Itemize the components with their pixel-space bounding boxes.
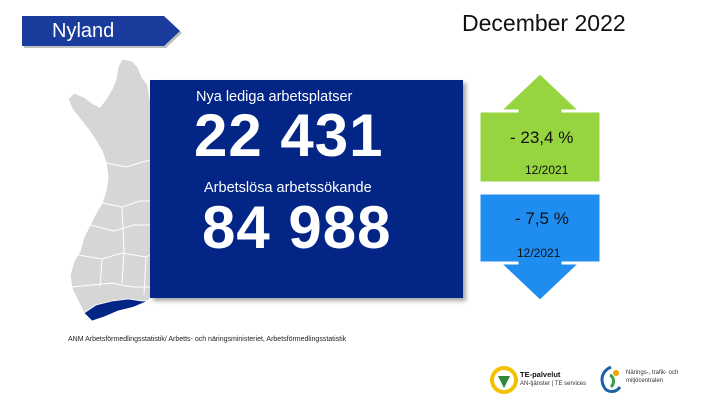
period-title: December 2022 <box>462 10 626 36</box>
unemployed-change-value: - 7,5 % <box>515 209 569 228</box>
new-jobs-change-period: 12/2021 <box>525 163 569 177</box>
ely-logo-line1: Närings-, trafik- och <box>626 370 679 376</box>
te-logo-icon <box>490 366 518 394</box>
source-note: ANM Arbetsförmedlingsstatistik/ Arbetts-… <box>68 336 347 343</box>
region-label: Nyland <box>52 20 115 42</box>
unemployed-change-arrow: - 7,5 % 12/2021 <box>478 192 603 302</box>
te-logo-name: TE-palvelut <box>520 370 561 379</box>
region-banner: Nyland <box>0 0 190 60</box>
unemployed-label: Arbetslösa arbetssökande <box>204 180 372 196</box>
te-logo-sub: AN-tjänster | TE services <box>520 381 587 387</box>
new-jobs-value: 22 431 <box>194 102 384 169</box>
highlighted-region <box>83 298 149 322</box>
ely-logo-line2: miljöcentralen <box>626 378 664 384</box>
new-jobs-change-value: - 23,4 % <box>510 128 574 147</box>
ely-logo-icon <box>600 365 622 393</box>
unemployed-value: 84 988 <box>202 194 392 261</box>
new-jobs-label: Nya lediga arbetsplatser <box>196 89 353 105</box>
unemployed-change-period: 12/2021 <box>517 246 561 260</box>
te-logo: TE-palvelut AN-tjänster | TE services <box>488 365 598 397</box>
ely-logo: Närings-, trafik- och miljöcentralen <box>596 362 716 398</box>
new-jobs-change-arrow: - 23,4 % 12/2021 <box>478 72 603 187</box>
stats-panel: Nya lediga arbetsplatser 22 431 Arbetslö… <box>150 80 463 298</box>
